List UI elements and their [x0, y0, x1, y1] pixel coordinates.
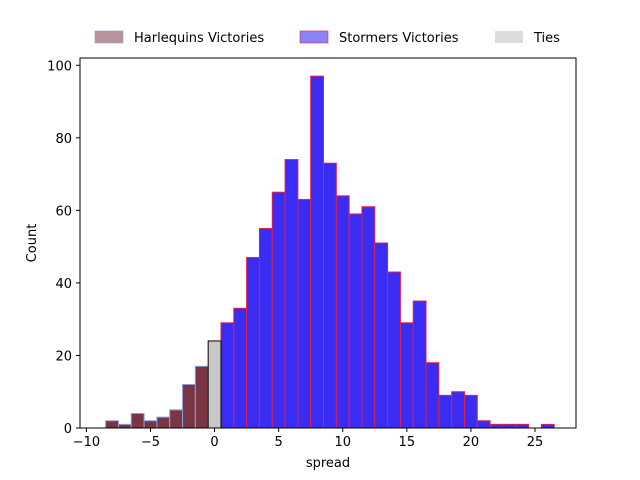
bar-harlequins-victories-6 — [182, 383, 196, 429]
bar-stormers-victories-12 — [374, 242, 389, 429]
y-tick-label-5: 100 — [47, 59, 72, 74]
bar-ties-0 — [207, 340, 222, 429]
bar-stormers-victories-3 — [258, 227, 273, 429]
legend-label-0: Harlequins Victories — [134, 31, 264, 46]
y-tick-label-4: 80 — [55, 132, 72, 147]
bar-stormers-victories-6 — [297, 198, 312, 429]
y-tick-label-0: 0 — [64, 422, 72, 437]
bar-stormers-victories-11 — [361, 206, 376, 429]
bars-layer — [105, 75, 555, 429]
x-tick-label-7: 25 — [527, 435, 544, 450]
bar-stormers-victories-2 — [246, 257, 260, 429]
x-tick-label-0: −10 — [73, 435, 100, 450]
bar-stormers-victories-17 — [438, 394, 453, 429]
y-axis-ticks: 0 20 40 60 80 100 — [47, 59, 80, 437]
bar-stormers-victories-20 — [476, 420, 491, 429]
bar-stormers-victories-8 — [323, 162, 337, 429]
bar-stormers-victories-14 — [399, 322, 414, 429]
bar-stormers-victories-15 — [412, 300, 427, 429]
x-tick-label-2: 0 — [210, 435, 218, 450]
bar-stormers-victories-18 — [451, 391, 465, 429]
y-tick-label-2: 40 — [55, 277, 72, 292]
bar-stormers-victories-5 — [284, 159, 299, 429]
bar-harlequins-victories-1 — [117, 423, 132, 429]
x-tick-label-6: 20 — [463, 435, 480, 450]
bar-stormers-victories-22 — [502, 423, 517, 429]
bar-harlequins-victories-2 — [130, 412, 145, 429]
legend-label-1: Stormers Victories — [339, 31, 459, 46]
bar-stormers-victories-9 — [335, 195, 350, 429]
x-axis-ticks: −10 −5 0 5 10 15 20 25 — [73, 428, 544, 450]
bar-stormers-victories-10 — [348, 213, 363, 429]
bar-harlequins-victories-7 — [194, 365, 209, 429]
bar-stormers-victories-23 — [515, 423, 530, 429]
legend-swatch-2 — [495, 31, 523, 43]
y-axis-label: Count — [25, 224, 40, 263]
bar-harlequins-victories-4 — [156, 416, 171, 429]
x-tick-label-5: 15 — [399, 435, 416, 450]
bar-harlequins-victories-5 — [169, 409, 184, 429]
bar-stormers-victories-4 — [271, 191, 286, 429]
bar-stormers-victories-16 — [425, 362, 440, 429]
x-tick-label-3: 5 — [275, 435, 283, 450]
plot-frame — [79, 57, 577, 429]
y-tick-label-3: 60 — [55, 204, 72, 219]
x-tick-label-4: 10 — [334, 435, 351, 450]
bar-stormers-victories-19 — [463, 394, 478, 429]
bar-harlequins-victories-3 — [143, 420, 158, 429]
x-tick-label-1: −5 — [141, 435, 160, 450]
x-axis-label: spread — [306, 456, 350, 471]
bar-stormers-victories-0 — [220, 322, 235, 429]
bar-stormers-victories-13 — [387, 271, 401, 429]
legend-label-2: Ties — [533, 31, 560, 46]
bar-stormers-victories-7 — [310, 75, 325, 429]
legend-swatch-0 — [94, 30, 124, 44]
legend: Harlequins Victories Stormers Victories Ti… — [94, 30, 560, 46]
bar-stormers-victories-24 — [540, 423, 555, 429]
bar-stormers-victories-21 — [489, 423, 504, 429]
bar-harlequins-victories-0 — [105, 420, 119, 429]
legend-swatch-1 — [299, 30, 329, 44]
y-tick-label-1: 20 — [55, 349, 72, 364]
bar-stormers-victories-1 — [233, 307, 248, 429]
